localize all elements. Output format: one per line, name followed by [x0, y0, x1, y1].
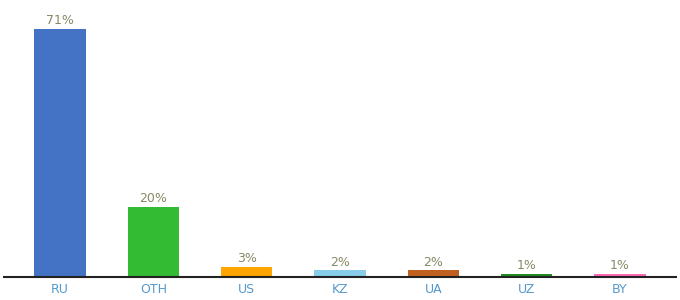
Bar	[594, 274, 645, 277]
Bar	[221, 267, 273, 277]
Text: 3%: 3%	[237, 252, 256, 265]
Text: 20%: 20%	[139, 193, 167, 206]
Text: 2%: 2%	[330, 256, 350, 268]
Text: 1%: 1%	[610, 259, 630, 272]
Text: 2%: 2%	[424, 256, 443, 268]
Bar	[314, 270, 366, 277]
Bar	[128, 207, 179, 277]
Text: 71%: 71%	[46, 14, 74, 27]
Bar	[35, 29, 86, 277]
Bar	[501, 274, 552, 277]
Text: 1%: 1%	[517, 259, 537, 272]
Bar	[407, 270, 459, 277]
